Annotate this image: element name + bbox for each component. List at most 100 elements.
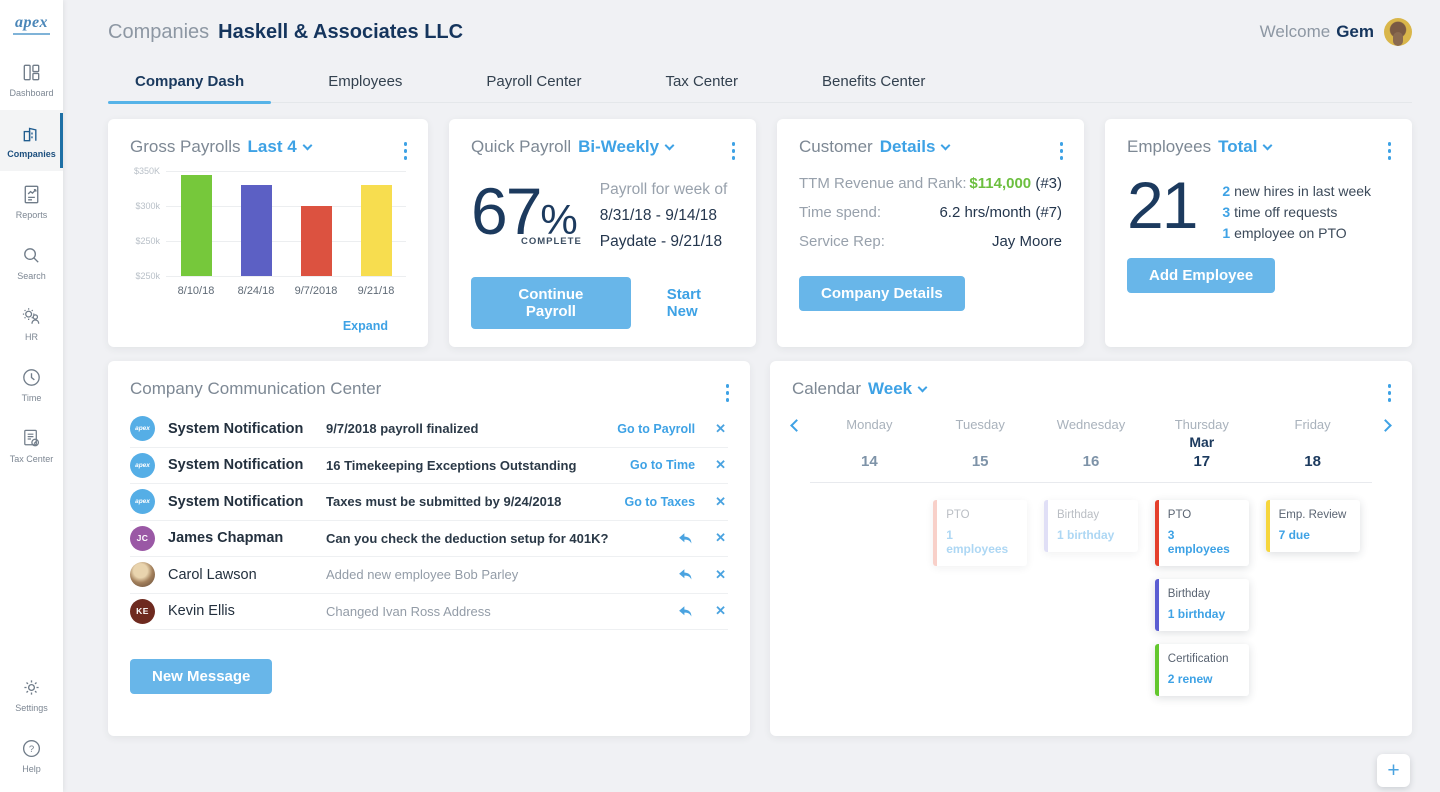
chevron-down-icon <box>1263 140 1273 151</box>
cards-row-top: Gross Payrolls Last 4 $350K $300k $250k … <box>108 119 1412 347</box>
calendar-week-nav: Monday 14 Tuesday 15 Wednesday 16 Thursday M… <box>790 417 1392 470</box>
calendar-event[interactable]: Birthday 1 birthday <box>1043 500 1138 552</box>
continue-payroll-button[interactable]: Continue Payroll <box>471 277 631 329</box>
sidebar-item-reports[interactable]: Reports <box>0 171 63 232</box>
sidebar-item-label: HR <box>25 332 38 342</box>
go-to-payroll-link[interactable]: Go to Payroll <box>617 421 696 436</box>
add-employee-button[interactable]: Add Employee <box>1127 258 1276 293</box>
reply-icon[interactable] <box>678 568 693 581</box>
reply-icon[interactable] <box>678 532 693 545</box>
tab-company-dash[interactable]: Company Dash <box>108 73 272 104</box>
clock-icon <box>20 366 43 389</box>
message-row: apex System Notification Taxes must be s… <box>130 484 728 521</box>
main-content: Companies Haskell & Associates LLC Welco… <box>63 0 1440 792</box>
events-friday: Emp. Review 7 due <box>1257 500 1368 552</box>
sidebar-item-help[interactable]: ? Help <box>0 725 63 786</box>
close-icon[interactable]: ✕ <box>715 457 726 473</box>
tab-payroll-center[interactable]: Payroll Center <box>486 73 582 90</box>
employees-card: Employees Total 21 2 new hires in last w… <box>1105 119 1412 347</box>
tab-employees[interactable]: Employees <box>328 73 403 90</box>
apex-system-avatar: apex <box>130 416 155 442</box>
customer-row-service-rep: Service Rep: Jay Moore <box>799 233 1062 250</box>
close-icon[interactable]: ✕ <box>715 493 726 509</box>
calendar-event[interactable]: PTO 3 employees <box>1154 500 1249 566</box>
chart-x-axis: 8/10/18 8/24/18 9/7/2018 9/21/18 <box>177 285 395 297</box>
sidebar-item-dashboard[interactable]: Dashboard <box>0 49 63 110</box>
message-row: Carol Lawson Added new employee Bob Parl… <box>130 557 728 594</box>
calendar-event[interactable]: Emp. Review 7 due <box>1265 500 1360 552</box>
welcome-area: Welcome Gem <box>1260 18 1412 46</box>
calendar-event[interactable]: Certification 2 renew <box>1154 644 1249 696</box>
calendar-view-dropdown[interactable]: Week <box>868 379 928 399</box>
employees-filter-dropdown[interactable]: Total <box>1218 137 1273 157</box>
close-icon[interactable]: ✕ <box>715 420 726 436</box>
quick-payroll-card: Quick Payroll Bi-Weekly 67% COMPLETE Pay… <box>449 119 756 347</box>
chevron-down-icon <box>917 382 928 393</box>
new-message-button[interactable]: New Message <box>130 659 273 694</box>
next-week-icon[interactable] <box>1379 419 1392 432</box>
day-tuesday: Tuesday 15 <box>955 417 1005 470</box>
reports-icon <box>20 183 43 206</box>
calendar-event[interactable]: PTO 1 employees <box>933 500 1028 566</box>
week-range: 8/31/18 - 9/14/18 <box>599 207 717 224</box>
apex-system-avatar: apex <box>130 489 155 515</box>
go-to-time-link[interactable]: Go to Time <box>630 458 696 473</box>
quick-payroll-filter-dropdown[interactable]: Bi-Weekly <box>578 137 675 157</box>
communication-center-card: Company Communication Center apex System… <box>108 361 750 736</box>
calendar-card: Calendar Week Monday 14 Tuesday 15 Wednesd… <box>770 361 1412 736</box>
reply-icon[interactable] <box>678 605 693 618</box>
card-menu-icon[interactable] <box>402 140 410 165</box>
complete-label: COMPLETE <box>521 236 582 247</box>
gross-payrolls-card: Gross Payrolls Last 4 $350K $300k $250k … <box>108 119 428 347</box>
breadcrumb-section: Companies <box>108 20 210 43</box>
calendar-event[interactable]: Birthday 1 birthday <box>1154 579 1249 631</box>
card-title: Quick Payroll <box>471 137 572 156</box>
close-icon[interactable]: ✕ <box>715 530 726 546</box>
sidebar-item-label: Reports <box>15 210 48 220</box>
add-widget-button[interactable]: + <box>1377 754 1410 787</box>
events-thursday: PTO 3 employees Birthday 1 birthday Cert… <box>1146 500 1257 696</box>
gross-payrolls-chart: $350K $300k $250k $250k <box>130 166 406 281</box>
sidebar-item-search[interactable]: Search <box>0 232 63 293</box>
tab-tax-center[interactable]: Tax Center <box>665 73 738 90</box>
card-menu-icon[interactable] <box>730 140 738 165</box>
sidebar-item-tax-center[interactable]: Tax Center <box>0 415 63 476</box>
expand-link[interactable]: Expand <box>342 319 388 333</box>
company-details-button[interactable]: Company Details <box>799 276 965 311</box>
start-new-link[interactable]: Start New <box>666 286 701 320</box>
user-avatar[interactable] <box>1384 18 1412 46</box>
calendar-day-header: Monday 14 Tuesday 15 Wednesday 16 Thursday M… <box>814 417 1368 470</box>
sidebar: apex Dashboard Companies Reports Search <box>0 0 63 792</box>
sidebar-nav: Dashboard Companies Reports Search HR <box>0 49 63 476</box>
sidebar-item-time[interactable]: Time <box>0 354 63 415</box>
card-title: Employees <box>1127 137 1212 156</box>
card-menu-icon[interactable] <box>1058 140 1066 165</box>
card-menu-icon[interactable] <box>1386 140 1394 165</box>
previous-week-icon[interactable] <box>790 419 803 432</box>
page-header: Companies Haskell & Associates LLC Welco… <box>63 0 1440 46</box>
close-icon[interactable]: ✕ <box>715 603 726 619</box>
dashboard-icon <box>20 61 43 84</box>
sidebar-item-settings[interactable]: Settings <box>0 664 63 725</box>
close-icon[interactable]: ✕ <box>715 566 726 582</box>
card-menu-icon[interactable] <box>724 382 732 407</box>
go-to-taxes-link[interactable]: Go to Taxes <box>624 494 696 509</box>
sidebar-item-hr[interactable]: HR <box>0 293 63 354</box>
sidebar-item-label: Tax Center <box>9 454 54 464</box>
gross-payrolls-filter-dropdown[interactable]: Last 4 <box>248 137 313 157</box>
events-tuesday: PTO 1 employees <box>925 500 1036 566</box>
customer-filter-dropdown[interactable]: Details <box>880 137 951 157</box>
card-title: Company Communication Center <box>130 379 382 398</box>
help-icon: ? <box>20 737 43 760</box>
card-menu-icon[interactable] <box>1386 382 1394 407</box>
events-wednesday: Birthday 1 birthday <box>1036 500 1147 552</box>
sidebar-item-label: Help <box>22 764 41 774</box>
initials-avatar: KE <box>130 598 155 624</box>
sidebar-bottom-nav: Settings ? Help <box>0 664 63 792</box>
sidebar-item-companies[interactable]: Companies <box>0 110 63 171</box>
sidebar-item-label: Search <box>17 271 46 281</box>
page-title-company: Haskell & Associates LLC <box>218 20 464 43</box>
welcome-label: Welcome <box>1259 22 1331 41</box>
tab-benefits-center[interactable]: Benefits Center <box>822 73 926 90</box>
chevron-down-icon <box>302 140 313 151</box>
